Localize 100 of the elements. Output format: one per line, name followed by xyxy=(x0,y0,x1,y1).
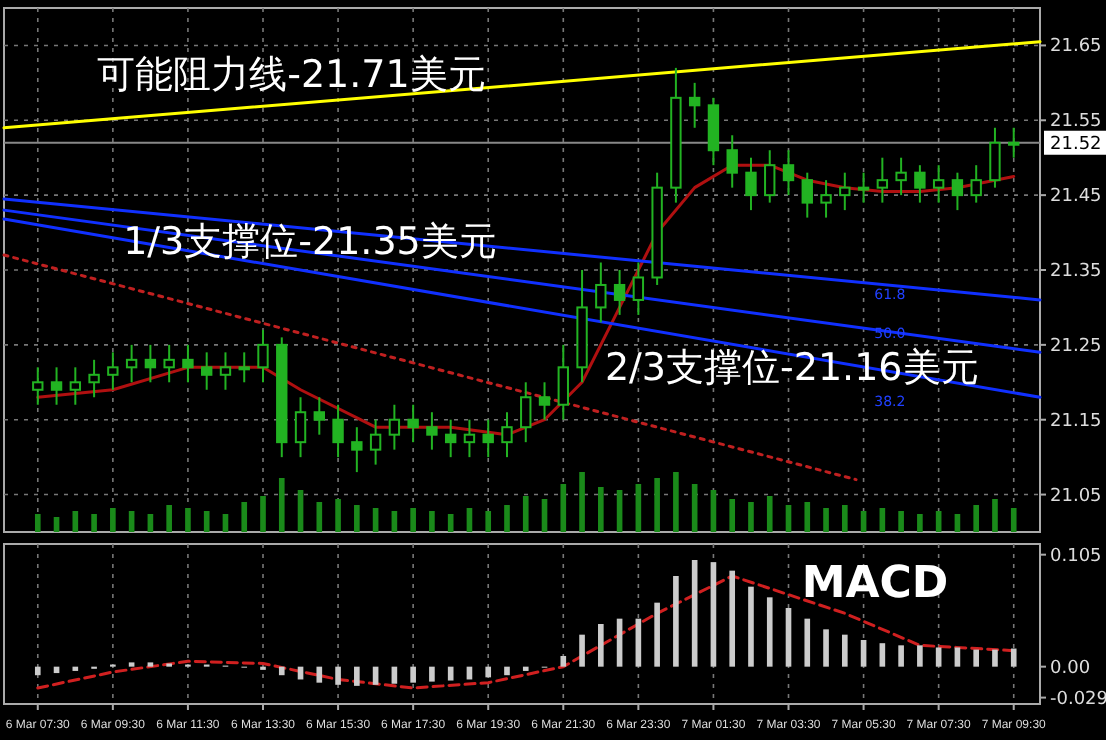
candlestick xyxy=(538,381,551,421)
bar xyxy=(354,505,360,532)
candlestick xyxy=(163,343,175,384)
bar xyxy=(485,666,492,678)
bar xyxy=(748,502,754,532)
bar xyxy=(579,472,585,532)
candlestick xyxy=(351,426,363,474)
annotation: 可能阻力线-21.71美元 xyxy=(97,52,486,97)
bar xyxy=(485,511,492,532)
bar xyxy=(335,499,341,532)
candlestick xyxy=(726,134,738,189)
bar xyxy=(992,499,998,532)
bar xyxy=(673,576,679,667)
candlestick xyxy=(182,343,194,384)
y-tick-label: 21.55 xyxy=(1050,112,1102,133)
bar xyxy=(879,643,886,667)
candlestick xyxy=(332,403,344,459)
bar xyxy=(429,511,435,532)
bar xyxy=(278,478,285,532)
candlestick xyxy=(895,156,907,197)
candlestick xyxy=(482,418,494,459)
bar xyxy=(560,484,567,532)
y-tick-label: 21.05 xyxy=(1050,486,1102,507)
bar xyxy=(898,511,904,532)
bar xyxy=(34,666,41,676)
bar xyxy=(598,624,604,667)
bar xyxy=(316,666,323,683)
bar xyxy=(278,666,285,676)
candlestick xyxy=(125,343,138,384)
bar xyxy=(954,647,961,667)
bar xyxy=(429,666,435,682)
candlestick xyxy=(294,396,307,459)
candlestick xyxy=(632,261,645,316)
bar xyxy=(410,508,416,532)
bar xyxy=(823,508,829,532)
candlestick xyxy=(876,156,889,204)
y-tick-label: 21.65 xyxy=(1050,37,1102,58)
candlestick xyxy=(782,149,795,197)
candlestick xyxy=(32,366,44,406)
candlestick xyxy=(501,411,513,459)
candlestick xyxy=(201,351,213,391)
candlestick xyxy=(444,418,457,459)
candlestick xyxy=(764,149,776,204)
candlestick xyxy=(426,411,438,451)
candlestick xyxy=(520,381,532,444)
bar xyxy=(91,514,97,532)
bar xyxy=(973,649,979,667)
candlestick xyxy=(50,366,63,406)
bar xyxy=(654,478,660,532)
bar xyxy=(804,502,811,532)
candlestick xyxy=(595,261,607,324)
bar xyxy=(992,649,998,667)
y-tick-label: 21.35 xyxy=(1050,262,1102,282)
candlestick xyxy=(688,81,701,129)
bar xyxy=(241,502,248,532)
bar xyxy=(842,505,848,532)
bar xyxy=(729,570,736,667)
candlestick xyxy=(144,343,157,384)
candlestick xyxy=(1008,126,1020,159)
candlestick xyxy=(463,418,476,459)
candlestick xyxy=(369,418,382,466)
bar xyxy=(260,496,266,532)
candlestick xyxy=(69,366,82,406)
candlestick xyxy=(839,171,851,212)
bar xyxy=(860,640,867,667)
bar xyxy=(1010,648,1017,667)
bar xyxy=(579,634,585,667)
y-tick-label: -0.029 xyxy=(1050,689,1106,710)
candlestick xyxy=(88,358,100,399)
candlestick xyxy=(238,351,250,384)
bar xyxy=(766,597,773,667)
bar xyxy=(1010,508,1017,532)
y-tick-label: 0.105 xyxy=(1050,546,1102,567)
bar xyxy=(898,645,904,667)
bar xyxy=(654,602,660,667)
bar xyxy=(729,499,736,532)
bar xyxy=(504,666,510,676)
bar xyxy=(504,505,510,532)
bar xyxy=(823,629,829,667)
bar xyxy=(935,647,942,667)
bar xyxy=(842,634,848,667)
candlestick xyxy=(313,396,325,436)
candlestick xyxy=(407,403,419,444)
candlestick xyxy=(707,96,720,167)
bar xyxy=(917,514,923,532)
candlestick xyxy=(857,171,870,204)
bar xyxy=(804,618,811,667)
bar xyxy=(917,645,923,667)
bar xyxy=(335,666,341,685)
bar xyxy=(166,505,172,532)
bar xyxy=(598,487,604,532)
candlestick xyxy=(257,328,269,384)
candlestick xyxy=(820,179,832,219)
y-tick-label: 21.25 xyxy=(1050,336,1102,357)
candlestick xyxy=(932,164,945,204)
bar xyxy=(316,502,323,532)
bar xyxy=(110,508,116,532)
bar xyxy=(973,505,979,532)
candlestick xyxy=(989,126,1001,189)
y-tick-label: 0.00 xyxy=(1050,658,1091,679)
